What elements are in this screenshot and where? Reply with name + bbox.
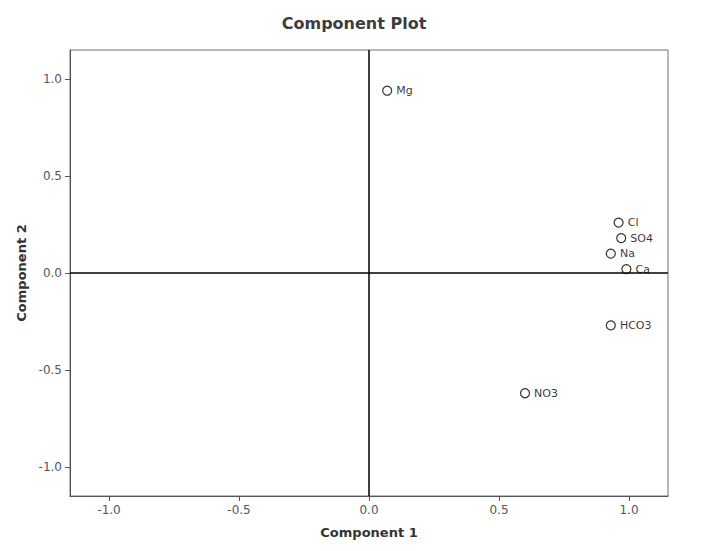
- svg-text:HCO3: HCO3: [620, 319, 652, 332]
- svg-text:0.5: 0.5: [43, 169, 62, 183]
- svg-text:-0.5: -0.5: [39, 363, 62, 377]
- svg-text:Component 1: Component 1: [320, 525, 417, 540]
- svg-text:Ca: Ca: [635, 262, 650, 276]
- svg-text:Component 2: Component 2: [14, 224, 29, 321]
- svg-text:0.0: 0.0: [43, 266, 62, 280]
- svg-text:-1.0: -1.0: [97, 503, 120, 517]
- svg-text:Mg: Mg: [396, 84, 412, 97]
- svg-text:0.0: 0.0: [359, 503, 378, 517]
- svg-text:Component Plot: Component Plot: [282, 14, 427, 33]
- svg-text:Cl: Cl: [628, 216, 639, 229]
- svg-text:1.0: 1.0: [43, 72, 62, 86]
- svg-text:Na: Na: [620, 247, 635, 260]
- svg-text:0.5: 0.5: [489, 503, 508, 517]
- svg-text:1.0: 1.0: [619, 503, 638, 517]
- svg-text:-1.0: -1.0: [39, 460, 62, 474]
- svg-text:SO4: SO4: [630, 232, 653, 245]
- svg-text:-0.5: -0.5: [227, 503, 250, 517]
- svg-text:NO3: NO3: [534, 387, 558, 400]
